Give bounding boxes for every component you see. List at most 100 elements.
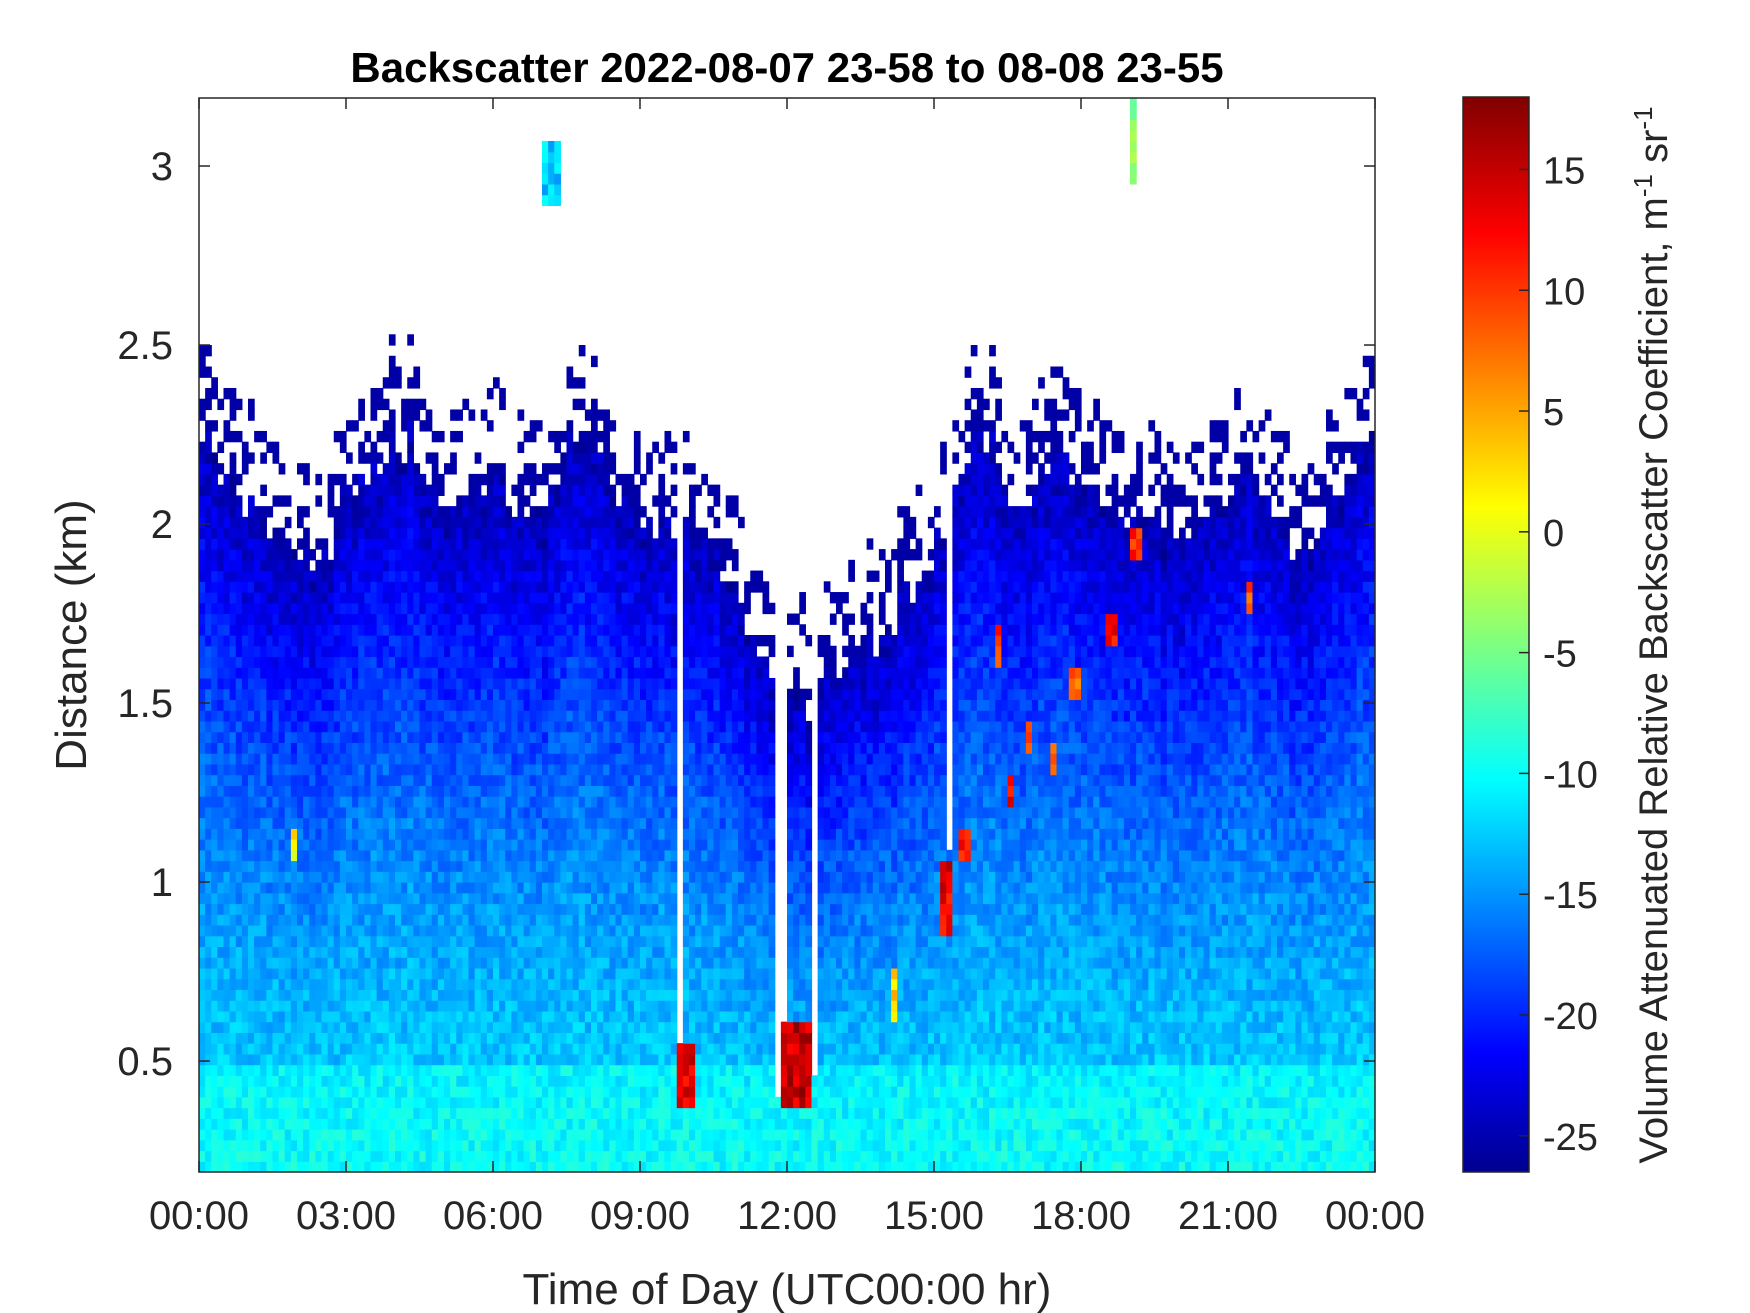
heatmap-cell: [321, 1021, 329, 1033]
heatmap-cell: [621, 1043, 629, 1055]
heatmap-cell: [554, 1161, 561, 1172]
heatmap-cell: [468, 892, 476, 905]
heatmap-cell: [450, 742, 457, 754]
heatmap-cell: [591, 839, 598, 851]
heatmap-cell: [205, 473, 212, 486]
heatmap-cell: [627, 1086, 635, 1098]
heatmap-cell: [248, 559, 255, 572]
heatmap-cell: [640, 645, 647, 658]
heatmap-cell: [572, 613, 580, 625]
heatmap-cell: [535, 720, 543, 733]
heatmap-cell: [407, 559, 414, 572]
heatmap-cell: [376, 806, 384, 819]
heatmap-cell: [431, 1161, 439, 1172]
heatmap-cell: [223, 849, 231, 862]
heatmap-cell: [211, 484, 218, 496]
heatmap-cell: [511, 1118, 519, 1130]
heatmap-cell: [474, 624, 482, 636]
heatmap-cell: [542, 194, 549, 206]
heatmap-cell: [486, 871, 494, 883]
heatmap-cell: [437, 785, 445, 797]
heatmap-cell: [474, 677, 482, 690]
heatmap-cell: [548, 763, 555, 776]
heatmap-cell: [235, 1129, 243, 1141]
heatmap-cell: [395, 817, 402, 829]
heatmap-cell: [235, 1075, 243, 1087]
heatmap-cell: [486, 1096, 494, 1109]
heatmap-cell: [315, 720, 323, 733]
heatmap-cell: [627, 516, 635, 529]
heatmap-cell: [199, 506, 206, 518]
heatmap-cell: [609, 624, 617, 636]
heatmap-cell: [370, 677, 378, 690]
heatmap-cell: [407, 430, 414, 443]
heatmap-cell: [431, 592, 439, 604]
heatmap-cell: [554, 1129, 561, 1141]
heatmap-cell: [370, 892, 378, 905]
heatmap-cell: [480, 699, 488, 711]
heatmap-cell: [388, 774, 396, 786]
heatmap-cell: [627, 763, 635, 776]
heatmap-cell: [419, 914, 427, 926]
heatmap-cell: [462, 635, 470, 647]
heatmap-cell: [297, 978, 304, 991]
heatmap-cell: [578, 484, 586, 496]
heatmap-cell: [290, 957, 298, 969]
heatmap-cell: [358, 441, 365, 454]
heatmap-cell: [425, 1150, 433, 1162]
heatmap-cell: [364, 602, 372, 615]
heatmap-cell: [633, 484, 641, 496]
heatmap-cell: [205, 527, 212, 539]
heatmap-cell: [419, 774, 427, 786]
heatmap-cell: [597, 656, 604, 668]
heatmap-cell: [284, 677, 292, 690]
heatmap-cell: [615, 1064, 623, 1076]
heatmap-cell: [364, 839, 372, 851]
heatmap-cell: [376, 1075, 384, 1087]
heatmap-cell: [352, 849, 359, 862]
heatmap-cell: [431, 742, 439, 754]
heatmap-cell: [548, 849, 555, 862]
heatmap-cell: [609, 1021, 617, 1033]
heatmap-cell: [364, 506, 372, 518]
heatmap-cell: [297, 592, 304, 604]
heatmap-cell: [352, 667, 359, 679]
heatmap-cell: [437, 806, 445, 819]
heatmap-cell: [523, 710, 531, 722]
heatmap-cell: [535, 1107, 543, 1119]
heatmap-cell: [370, 1139, 378, 1152]
heatmap-cell: [505, 624, 512, 636]
heatmap-cell: [358, 602, 365, 615]
heatmap-cell: [205, 1096, 212, 1109]
heatmap-cell: [284, 656, 292, 668]
heatmap-cell: [431, 967, 439, 980]
heatmap-cell: [554, 581, 561, 593]
heatmap-cell: [309, 613, 316, 625]
heatmap-cell: [370, 484, 378, 496]
heatmap-cell: [395, 645, 402, 658]
heatmap-cell: [591, 774, 598, 786]
heatmap-cell: [229, 924, 237, 937]
heatmap-cell: [199, 828, 206, 840]
heatmap-cell: [560, 1107, 568, 1119]
heatmap-cell: [223, 742, 231, 754]
heatmap-cell: [364, 484, 372, 496]
heatmap-cell: [529, 763, 537, 776]
heatmap-cell: [640, 527, 647, 539]
heatmap-cell: [560, 1161, 568, 1172]
heatmap-cell: [241, 785, 249, 797]
heatmap-cell: [462, 774, 470, 786]
heatmap-cell: [266, 924, 274, 937]
heatmap-cell: [376, 1129, 384, 1141]
heatmap-cell: [621, 1129, 629, 1141]
heatmap-cell: [223, 860, 231, 872]
heatmap-cell: [572, 581, 580, 593]
heatmap-cell: [486, 1129, 494, 1141]
heatmap-cell: [517, 624, 525, 636]
heatmap-cell: [229, 742, 237, 754]
heatmap-cell: [431, 452, 439, 464]
heatmap-cell: [578, 742, 586, 754]
heatmap-cell: [241, 839, 249, 851]
heatmap-cell: [468, 1053, 476, 1066]
heatmap-cell: [548, 624, 555, 636]
